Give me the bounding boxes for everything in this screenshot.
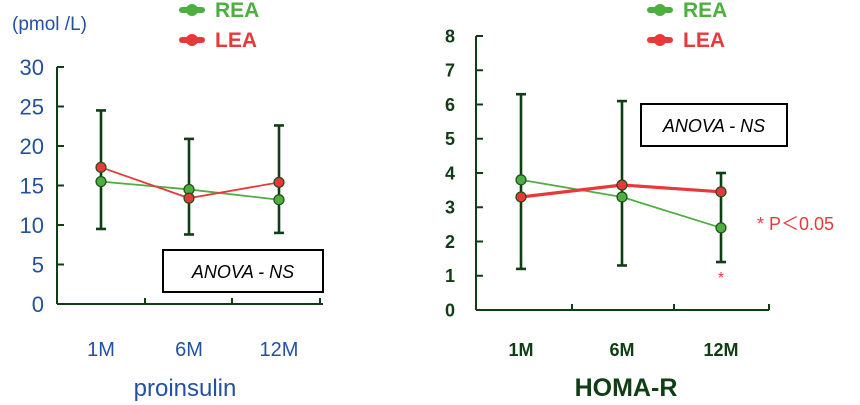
- left-y-axis-unit-label: (pmol /L): [12, 14, 87, 35]
- lea-point: [616, 179, 628, 191]
- lea-point: [515, 191, 527, 203]
- right-legend: REA LEA: [647, 0, 727, 52]
- lea-point: [273, 176, 285, 188]
- rea-point: [515, 174, 527, 186]
- right-series: [515, 174, 727, 234]
- y-tick-label: 5: [445, 129, 455, 149]
- legend-label-rea: REA: [683, 0, 727, 22]
- y-tick-label: 30: [20, 55, 44, 80]
- significance-note: * P＜0.05: [757, 214, 834, 234]
- left-anova-label: ANOVA - NS: [191, 262, 294, 282]
- left-anova-box: [162, 249, 324, 293]
- y-tick-label: 2: [445, 232, 455, 252]
- legend-marker-rea: [186, 4, 198, 16]
- significance-asterisk: *: [718, 270, 724, 287]
- x-tick-label: 12M: [260, 339, 299, 361]
- y-tick-label: 10: [20, 213, 44, 238]
- y-tick-label: 3: [445, 198, 455, 218]
- lea-point: [183, 192, 195, 204]
- y-tick-label: 4: [445, 163, 455, 183]
- lea-point: [715, 186, 727, 198]
- x-tick-label: 6M: [175, 339, 203, 361]
- right-y-tick-labels: 0 1 2 3 4 5 6 7 8: [445, 26, 455, 320]
- x-tick-label: 1M: [87, 339, 115, 361]
- rea-point: [95, 175, 107, 188]
- right-axes: [475, 35, 770, 311]
- homa-r-chart: REA LEA 0 1 2 3 4 5 6 7 8 1M 6M 12M ANOVA - NS * P＜…: [445, 0, 834, 402]
- y-tick-label: 0: [445, 300, 455, 320]
- left-legend: REA LEA: [179, 0, 259, 52]
- legend-marker-lea: [186, 34, 198, 46]
- rea-point: [715, 222, 727, 234]
- left-axes: [56, 66, 323, 305]
- rea-point: [273, 194, 285, 206]
- left-x-tick-labels: 1M 6M 12M: [87, 339, 298, 361]
- y-tick-label: 25: [20, 94, 44, 119]
- y-tick-label: 6: [445, 95, 455, 115]
- x-tick-label: 1M: [508, 340, 533, 360]
- x-tick-label: 6M: [609, 340, 634, 360]
- left-series: [95, 161, 285, 206]
- y-tick-label: 20: [20, 134, 44, 159]
- right-x-axis-label: HOMA-R: [575, 374, 678, 402]
- legend-marker-rea: [654, 4, 666, 16]
- left-y-tick-labels: 0 5 10 15 20 25 30: [20, 55, 44, 317]
- lea-point: [95, 161, 107, 173]
- left-x-axis-label: proinsulin: [134, 375, 237, 402]
- y-tick-label: 8: [445, 26, 455, 46]
- right-anova-box: [640, 103, 788, 147]
- legend-marker-lea: [654, 34, 666, 46]
- right-anova-label: ANOVA - NS: [662, 116, 765, 136]
- right-x-tick-labels: 1M 6M 12M: [508, 340, 738, 360]
- y-tick-label: 0: [32, 292, 44, 317]
- left-error-bars: [96, 109, 284, 236]
- y-tick-label: 1: [445, 266, 455, 286]
- rea-point: [616, 191, 628, 203]
- legend-label-rea: REA: [215, 0, 259, 22]
- y-tick-label: 5: [32, 252, 44, 277]
- proinsulin-chart: (pmol /L) REA LEA 0 5 10 15 20 25 30 1M 6M 12M AN…: [12, 0, 324, 402]
- legend-label-lea: LEA: [215, 29, 257, 52]
- y-tick-label: 7: [445, 61, 455, 81]
- legend-label-lea: LEA: [683, 29, 725, 52]
- x-tick-label: 12M: [703, 340, 738, 360]
- y-tick-label: 15: [20, 173, 44, 198]
